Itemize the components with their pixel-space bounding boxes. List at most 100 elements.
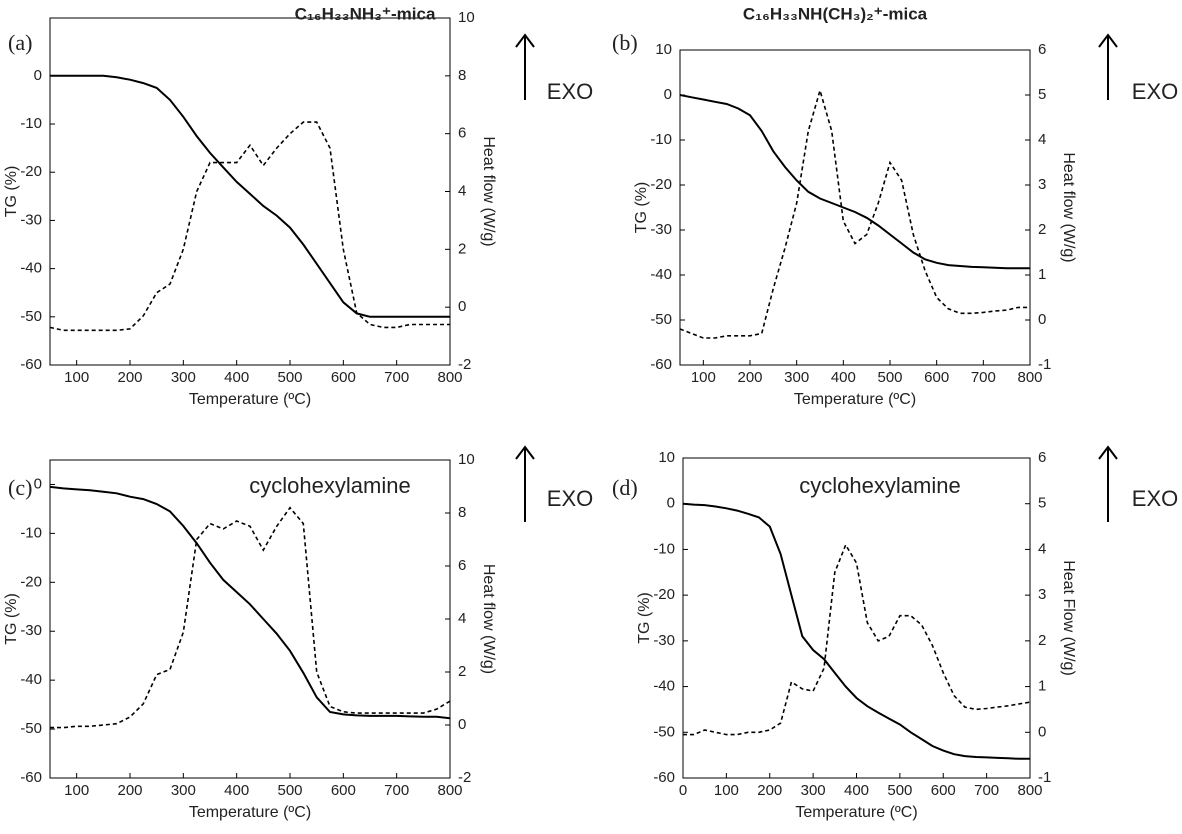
y-tick-label: -50 <box>653 723 675 740</box>
y-tick-label: 0 <box>34 67 42 84</box>
y-tick-label: 10 <box>658 449 675 466</box>
x-tick-label: 800 <box>437 369 462 386</box>
y2-axis-label: Heat flow (W/g) <box>1060 152 1077 262</box>
x-tick-label: 0 <box>679 782 687 799</box>
y2-tick-label: 4 <box>1038 540 1046 557</box>
y2-tick-label: 2 <box>458 240 466 257</box>
panel-label: (b) <box>612 30 638 55</box>
panel: 0 100 200 300 400 500 600 700 800-60-50-40-30-20… <box>612 445 1178 821</box>
y-tick-label: -50 <box>20 308 42 325</box>
y2-axis-label: Heat Flow (W/g) <box>1060 560 1077 676</box>
y2-tick-label: 2 <box>1038 632 1046 649</box>
x-tick-label: 300 <box>171 782 196 799</box>
y-tick-label: -40 <box>653 678 675 695</box>
y-tick-label: -40 <box>20 671 42 688</box>
plot-frame <box>49 459 451 779</box>
y2-tick-label: 2 <box>1038 221 1046 238</box>
x-axis-label: Temperature (ºC) <box>189 804 311 821</box>
x-tick-label: 500 <box>277 369 302 386</box>
y-tick-label: -20 <box>20 163 42 180</box>
y2-tick-label: 8 <box>458 504 466 521</box>
x-tick-label: 200 <box>117 782 142 799</box>
x-tick-label: 300 <box>171 369 196 386</box>
y-tick-label: -30 <box>20 211 42 228</box>
y2-tick-label: 0 <box>458 716 466 733</box>
x-tick-label: 100 <box>714 782 739 799</box>
y-tick-label: -60 <box>20 356 42 373</box>
exo-arrow <box>1098 33 1118 100</box>
y-axis-label: TG (%) <box>3 593 20 645</box>
heat-flow-line <box>680 87 1030 339</box>
y2-tick-label: 4 <box>458 610 466 627</box>
panel-label: (c) <box>8 475 32 500</box>
y-tick-label: -10 <box>20 524 42 541</box>
y-tick-label: 0 <box>664 86 672 103</box>
y2-tick-label: 4 <box>1038 131 1046 148</box>
x-tick-label: 300 <box>801 782 826 799</box>
y-tick-label: 0 <box>34 475 42 492</box>
x-tick-label: 400 <box>831 369 856 386</box>
heat-flow-line <box>50 506 450 729</box>
x-tick-label: 600 <box>931 782 956 799</box>
x-tick-label: 800 <box>437 782 462 799</box>
exo-label: EXO <box>1132 486 1178 511</box>
y2-tick-label: 5 <box>1038 86 1046 103</box>
x-tick-label: 600 <box>331 782 356 799</box>
x-tick-label: 500 <box>277 782 302 799</box>
y-tick-label: -30 <box>20 622 42 639</box>
exo-arrow <box>515 33 535 100</box>
y-tick-label: -40 <box>20 260 42 277</box>
panel-label: (d) <box>612 475 638 500</box>
heat-flow-line <box>50 121 450 332</box>
exo-label: EXO <box>547 486 593 511</box>
y2-tick-label: 6 <box>1038 449 1046 466</box>
x-tick-label: 400 <box>844 782 869 799</box>
y-tick-label: -50 <box>20 720 42 737</box>
y2-tick-label: 1 <box>1038 678 1046 695</box>
x-tick-label: 100 <box>64 369 89 386</box>
x-tick-label: 700 <box>384 369 409 386</box>
chart-title: C₁₆H₃₃NH₃⁺-mica <box>295 4 436 23</box>
chart-title: C₁₆H₃₃NH(CH₃)₂⁺-mica <box>743 4 928 23</box>
panel: 100 200 300 400 500 600 700 800-60-50-40-30-20-… <box>3 4 593 408</box>
y-tick-label: 10 <box>655 41 672 58</box>
x-tick-label: 800 <box>1017 369 1042 386</box>
y-tick-label: -10 <box>653 540 675 557</box>
y2-tick-label: 3 <box>1038 176 1046 193</box>
tg-line <box>680 94 1030 270</box>
x-axis-label: Temperature (ºC) <box>794 391 916 408</box>
y-axis-label: TG (%) <box>636 592 653 644</box>
x-tick-label: 700 <box>971 369 996 386</box>
y-tick-label: -60 <box>653 769 675 786</box>
y-tick-label: -30 <box>650 221 672 238</box>
y2-axis-label: Heat flow (W/g) <box>480 564 497 674</box>
tg-line <box>50 74 450 318</box>
y2-tick-label: 2 <box>458 663 466 680</box>
x-tick-label: 100 <box>64 782 89 799</box>
x-tick-label: 800 <box>1017 782 1042 799</box>
y2-tick-label: 10 <box>458 9 475 26</box>
x-tick-label: 600 <box>331 369 356 386</box>
x-tick-label: 500 <box>887 782 912 799</box>
y2-tick-label: 5 <box>1038 495 1046 512</box>
x-tick-label: 200 <box>117 369 142 386</box>
x-tick-label: 200 <box>757 782 782 799</box>
panel-label: (a) <box>8 30 32 55</box>
y-axis-label: TG (%) <box>3 166 20 218</box>
y2-tick-label: 6 <box>1038 41 1046 58</box>
chart-title: cyclohexylamine <box>249 473 410 498</box>
y-tick-label: -50 <box>650 311 672 328</box>
y2-tick-label: 3 <box>1038 586 1046 603</box>
exo-label: EXO <box>547 79 593 104</box>
y2-tick-label: 1 <box>1038 266 1046 283</box>
plot-frame <box>49 17 451 366</box>
y-tick-label: -20 <box>20 573 42 590</box>
x-tick-label: 700 <box>384 782 409 799</box>
y2-tick-label: -1 <box>1038 356 1051 373</box>
y2-tick-label: -2 <box>458 769 471 786</box>
exo-arrow <box>1098 445 1118 522</box>
panel: 100 200 300 400 500 600 700 800-60-50-40-30-20-… <box>612 4 1178 408</box>
y2-axis-label: Heat flow (W/g) <box>480 136 497 246</box>
y2-tick-label: 6 <box>458 557 466 574</box>
